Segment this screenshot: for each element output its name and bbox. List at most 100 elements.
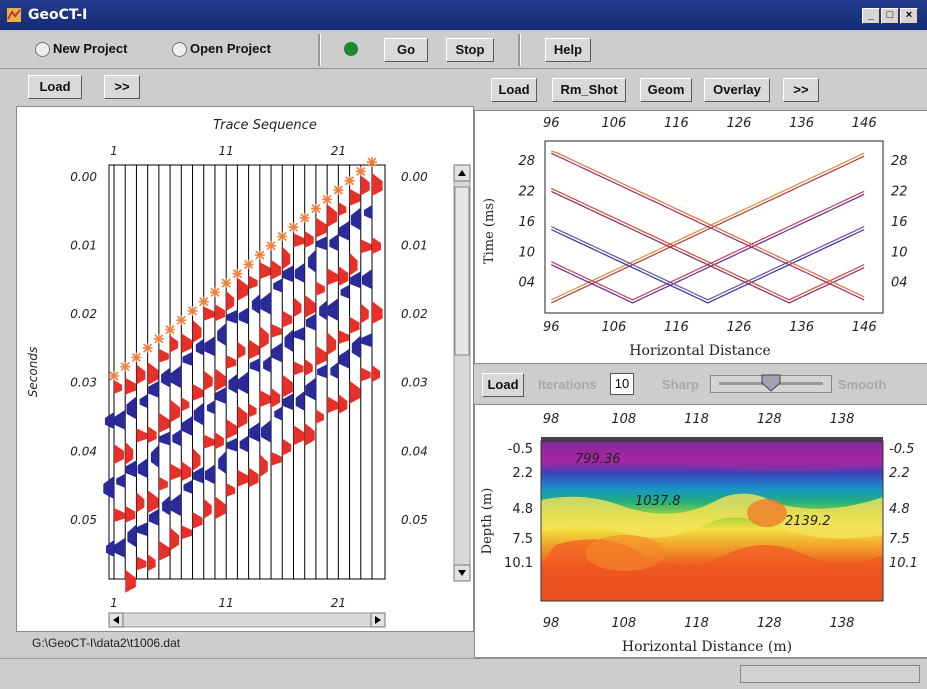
sharp-smooth-slider[interactable]	[710, 375, 832, 393]
new-project-radio[interactable]	[35, 42, 50, 57]
first-break-pick	[300, 213, 310, 223]
first-break-pick	[322, 194, 332, 204]
traveltime-y-tick-left: 04	[518, 276, 535, 291]
seismogram-y-tick-left: 0.04	[70, 444, 97, 458]
geom-button[interactable]: Geom	[640, 78, 692, 102]
close-button[interactable]: ×	[900, 8, 918, 24]
seismogram-y-tick-right: 0.04	[401, 444, 428, 458]
traveltime-bottom-tick: 146	[852, 320, 877, 335]
traveltime-y-tick-right: 22	[891, 185, 908, 200]
seismogram-y-tick-left: 0.05	[70, 513, 97, 527]
velocity-annotation: 2139.2	[785, 514, 831, 529]
tomogram-y-tick-right: 2.2	[889, 466, 910, 481]
overlay-button[interactable]: Overlay	[704, 78, 770, 102]
left-toolbar: Load >>	[0, 70, 472, 104]
first-break-pick	[367, 157, 377, 167]
progress-bar	[740, 665, 920, 683]
seismogram-panel: Trace Sequence 1 11 21 1 11 21 0.00 0.00 0.01 0…	[16, 106, 474, 632]
traveltime-bottom-tick: 126	[727, 320, 752, 335]
tomogram-y-tick-left: 10.1	[504, 556, 533, 571]
open-project-radio[interactable]	[172, 42, 187, 57]
iterations-input[interactable]: 10	[610, 373, 634, 395]
new-project-label[interactable]: New Project	[53, 41, 127, 56]
tomogram-bottom-tick: 98	[543, 616, 560, 631]
tomogram-bottom-tick: 118	[684, 616, 709, 631]
right-top-toolbar: Load Rm_Shot Geom Overlay >>	[474, 70, 927, 108]
tomogram-y-tick-left: -0.5	[508, 442, 533, 457]
tomogram-top-tick: 128	[757, 412, 782, 427]
slider-thumb[interactable]	[761, 374, 781, 392]
traveltime-top-tick: 126	[727, 116, 752, 131]
window-title: GeoCT-I	[28, 7, 87, 23]
tomogram-top-tick: 98	[543, 412, 560, 427]
main-toolbar: New Project Open Project Go Stop Help	[0, 32, 927, 69]
first-break-pick	[120, 362, 130, 372]
open-project-label[interactable]: Open Project	[190, 41, 271, 56]
maximize-button[interactable]: □	[881, 8, 899, 24]
tomogram-y-tick-left: 4.8	[512, 502, 533, 517]
seismogram-y-tick-right: 0.02	[401, 307, 428, 321]
minimize-button[interactable]: _	[862, 8, 880, 24]
first-break-pick	[165, 325, 175, 335]
seismogram-y-tick-right: 0.05	[401, 513, 428, 527]
first-break-pick	[176, 315, 186, 325]
seismogram-top-tick: 21	[331, 144, 346, 158]
tomogram-y-tick-right: 4.8	[889, 502, 910, 517]
traveltime-plot[interactable]: 96 106 116 126 136 146 96 106 116 126 136 146 28 22 16…	[475, 111, 927, 363]
title-bar: GeoCT-I _ □ ×	[0, 0, 927, 30]
tomogram-x-label: Horizontal Distance (m)	[622, 639, 792, 655]
traveltime-y-tick-right: 10	[891, 245, 908, 260]
first-break-pick	[143, 343, 153, 353]
iterations-label: Iterations	[538, 377, 597, 392]
traveltime-y-tick-right: 16	[891, 215, 908, 230]
seismogram-bottom-tick: 1	[110, 596, 118, 610]
toolbar-divider	[318, 34, 321, 66]
seismogram-top-tick: 11	[219, 144, 234, 158]
traveltime-top-tick: 146	[852, 116, 877, 131]
go-button[interactable]: Go	[384, 38, 428, 62]
vertical-scroll-thumb[interactable]	[455, 187, 469, 355]
traveltime-top-tick: 106	[601, 116, 626, 131]
traveltime-y-label: Time (ms)	[482, 198, 497, 264]
tomo-load-button[interactable]: Load	[482, 373, 524, 397]
seismogram-plot[interactable]: Trace Sequence 1 11 21 1 11 21 0.00 0.000.01 0…	[17, 107, 473, 631]
help-button[interactable]: Help	[545, 38, 591, 62]
traveltime-bottom-tick: 96	[543, 320, 560, 335]
traveltime-y-tick-left: 22	[518, 185, 535, 200]
seismogram-y-tick-right: 0.03	[401, 376, 428, 390]
tomogram-y-label: Depth (m)	[480, 488, 495, 555]
velocity-annotation: 1037.8	[635, 494, 681, 509]
tomogram-top-tick: 138	[830, 412, 855, 427]
first-break-pick	[154, 334, 164, 344]
file-status-bar: G:\GeoCT-I\data2\t1006.dat	[16, 632, 472, 654]
stop-button[interactable]: Stop	[446, 38, 494, 62]
right-load-button[interactable]: Load	[491, 78, 537, 102]
smooth-label: Smooth	[838, 377, 886, 392]
traveltime-y-tick-left: 10	[518, 245, 535, 260]
traveltime-x-label: Horizontal Distance	[629, 343, 771, 359]
tomogram-top-tick: 108	[611, 412, 636, 427]
tomogram-bottom-tick: 108	[611, 616, 636, 631]
bottom-status-bar	[0, 658, 927, 689]
velocity-annotation: 799.36	[575, 452, 621, 467]
right-more-button[interactable]: >>	[783, 78, 819, 102]
tomogram-topbar	[541, 437, 883, 441]
tomogram-y-tick-left: 7.5	[512, 532, 533, 547]
seismogram-y-tick-left: 0.02	[70, 307, 97, 321]
tomogram-plot[interactable]: 98 108 118 128 138 98 108 118 128 138 -0.5 2.2 4.8 7.…	[475, 405, 927, 657]
traveltime-y-tick-left: 16	[518, 215, 535, 230]
traveltime-y-tick-right: 28	[891, 154, 908, 169]
seismogram-y-tick-left: 0.03	[70, 376, 97, 390]
traveltime-panel: 96 106 116 126 136 146 96 106 116 126 136 146 28 22 16…	[474, 110, 927, 364]
first-break-pick	[188, 306, 198, 316]
horizontal-scrollbar[interactable]	[109, 613, 385, 627]
rm-shot-button[interactable]: Rm_Shot	[552, 78, 626, 102]
left-more-button[interactable]: >>	[104, 75, 140, 99]
tomography-toolbar: Load Iterations 10 Sharp Smooth	[474, 366, 927, 402]
first-break-pick	[244, 259, 254, 269]
seismogram-y-tick-left: 0.01	[70, 239, 97, 253]
seismogram-top-tick: 1	[110, 144, 118, 158]
seismogram-bottom-tick: 11	[219, 596, 234, 610]
left-load-button[interactable]: Load	[28, 75, 82, 99]
first-break-pick	[255, 250, 265, 260]
